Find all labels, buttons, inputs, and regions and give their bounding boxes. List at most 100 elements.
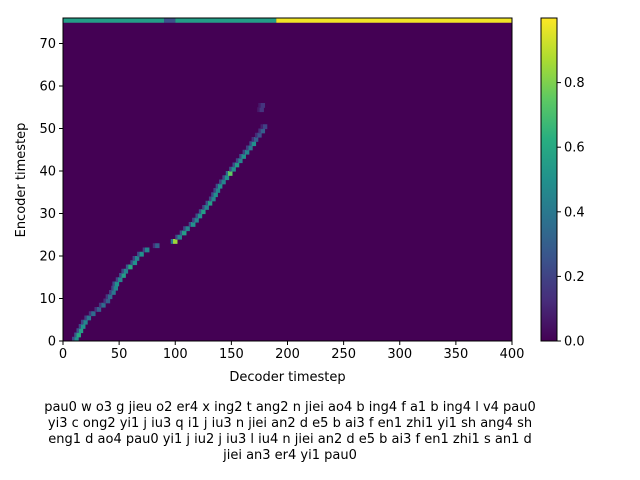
x-axis-ticks: 0 50 100 150 200 250 300 350 400 [59,341,524,362]
heatmap-cell [190,222,196,227]
x-tick-label: 300 [387,347,412,362]
y-tick-label: 70 [39,37,56,52]
heatmap-cell [114,281,120,287]
heatmap-cell-faint [213,188,216,193]
heatmap-cell-faint [249,141,252,147]
heatmap-cell-faint [98,302,102,308]
heatmap-cell [224,175,230,181]
y-tick-label: 10 [39,292,56,307]
heatmap-cell [181,230,187,236]
heatmap-top-band-2 [175,18,277,23]
y-axis-ticks: 0 10 20 30 40 50 60 70 [39,37,63,350]
heatmap-cell [251,141,257,147]
heatmap-cell-faint [112,281,115,287]
heatmap-cell-faint [94,307,97,312]
heatmap-cell [215,188,221,193]
heatmap-background [63,18,512,341]
heatmap-cell-faint [71,336,75,341]
heatmap-cell [132,260,138,266]
heatmap-cell-faint [208,196,212,202]
heatmap-cell-faint [188,222,191,227]
y-tick-label: 50 [39,122,56,137]
heatmap-cell-faint [254,132,258,138]
heatmap-cell [113,285,119,291]
x-tick-label: 350 [443,347,468,362]
heatmap-cell-faint [132,256,135,261]
heatmap-cell-faint [103,298,106,304]
heatmap-cell-faint [229,166,232,172]
heatmap-cell [134,256,140,261]
heatmap-cell [177,234,182,240]
heatmap-cell-faint [232,162,235,168]
heatmap-cell-faint [198,209,202,215]
heatmap-cell [244,149,250,155]
y-axis-label: Encoder timestep [14,123,29,238]
x-tick-label: 200 [275,347,300,362]
heatmap-cell [96,307,102,312]
heatmap-cell-faint [137,251,140,257]
heatmap-cell [221,179,226,185]
heatmap-cell-faint [202,205,205,210]
heatmap-cell-faint [215,183,218,189]
heatmap-cell-faint [242,149,245,155]
heatmap-top-band-3 [276,18,512,23]
heatmap-cell-faint [119,273,122,278]
heatmap-cell [86,315,92,321]
heatmap-cell-faint [152,243,156,249]
heatmap-cell [257,132,262,138]
heatmap-cell [105,298,111,304]
heatmap-cell-faint [258,128,261,134]
heatmap-cell [262,124,268,130]
heatmap-cell [74,336,79,341]
y-tick-label: 20 [39,250,56,265]
x-axis-label: Decoder timestep [229,370,345,385]
heatmap-cell-faint [170,239,174,244]
heatmap-cell-faint [222,175,225,181]
heatmap-cell [217,183,223,189]
heatmap-cell [185,226,190,232]
heatmap-cell-faint [105,294,108,300]
colorbar-gradient [540,17,558,342]
colorbar-tick-label: 0.4 [564,205,585,220]
y-tick-label: 30 [39,207,56,222]
heatmap-cell-faint [142,247,145,253]
heatmap-cell [155,243,160,249]
colorbar-tick-label: 0.0 [564,335,585,350]
heatmap-cell-faint [239,154,242,159]
heatmap-cell-faint [195,213,198,219]
heatmap-cell-faint [76,328,79,334]
heatmap-cell [144,247,150,253]
heatmap-cell-faint [192,217,195,223]
heatmap-cell [118,277,123,283]
heatmap-cell [234,162,240,168]
heatmap-cell [213,192,218,198]
heatmap-cell [260,103,266,108]
y-tick-label: 40 [39,165,56,180]
heatmap-cell-faint [225,171,229,176]
heatmap-cell-faint [219,179,222,185]
x-tick-label: 100 [163,347,188,362]
heatmap-cell [83,319,88,325]
heatmap-top-band-1 [164,18,176,23]
heatmap-cell [194,217,199,223]
y-tick-label: 0 [48,335,56,350]
heatmap-cell [228,171,233,176]
heatmap-cell-faint [130,260,133,266]
heatmap-cell-faint [260,124,263,130]
heatmap-top-band-0 [63,18,165,23]
heatmap-cell [123,268,129,274]
heatmap-cell-faint [179,230,182,236]
heatmap-cell [139,251,144,257]
heatmap-cell [107,294,113,300]
heatmap-cell [76,332,81,338]
heatmap-cell [173,239,178,244]
heatmap-cell-faint [125,264,129,270]
colorbar: 0.0 0.2 0.4 0.6 0.8 [540,17,585,350]
heatmap-cell [101,302,106,308]
heatmap-cell-faint [84,315,87,321]
heatmap-cell [91,311,96,317]
heatmap-cell [211,196,216,202]
heatmap-cell [248,145,253,151]
heatmap-cell [238,158,243,164]
